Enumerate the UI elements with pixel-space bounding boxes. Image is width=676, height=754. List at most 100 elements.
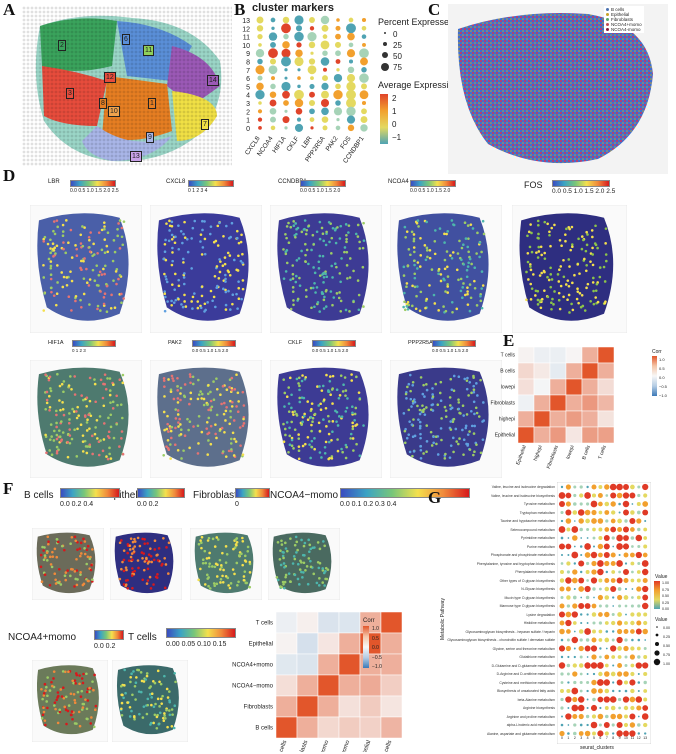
expression-spot: [283, 427, 287, 431]
expression-spot: [313, 412, 317, 416]
expression-spot: [164, 238, 167, 242]
expression-spot: [303, 412, 306, 416]
metabolic-dot: [616, 492, 623, 499]
expression-spot: [223, 256, 227, 259]
expression-spot: [465, 413, 469, 416]
expression-spot: [50, 453, 54, 456]
expression-spot: [291, 410, 295, 414]
expression-spot: [181, 241, 184, 245]
expression-spot: [129, 537, 133, 540]
expression-spot: [57, 567, 61, 571]
expression-spot: [413, 285, 417, 289]
expression-spot: [118, 577, 122, 581]
expression-spot: [431, 395, 435, 399]
expression-spot: [209, 399, 213, 403]
expression-spot: [77, 414, 80, 417]
percent-expressed-values: 0 25 50 75: [393, 29, 402, 73]
expression-spot: [197, 378, 200, 382]
expression-spot: [170, 299, 173, 303]
metabolic-dot: [617, 518, 622, 524]
expression-spot: [55, 445, 59, 449]
legend-dot: [606, 28, 609, 31]
expression-spot: [468, 283, 472, 286]
expression-spot: [203, 252, 207, 256]
metabolic-dot: [612, 596, 615, 599]
expression-spot: [530, 287, 534, 290]
expression-spot: [133, 540, 137, 543]
expression-spot: [163, 674, 166, 678]
expression-spot: [571, 245, 574, 248]
heatmap-cell: [565, 410, 583, 428]
expression-spot: [592, 276, 595, 280]
expression-spot: [202, 397, 206, 401]
expression-spot: [73, 570, 77, 573]
legend-item: NCOA4+momo: [606, 22, 642, 27]
expression-spot: [102, 221, 106, 224]
metabolic-dot: [622, 492, 630, 499]
expression-spot: [225, 406, 228, 409]
metabolic-dot: [598, 535, 603, 541]
expression-spot: [86, 418, 89, 422]
heatmap-col-label: Epithelial: [358, 740, 372, 752]
expression-spot: [79, 233, 83, 237]
panel-letter-a: A: [3, 0, 16, 19]
expression-spot: [83, 414, 87, 417]
expression-spot: [221, 384, 225, 388]
expression-spot: [335, 420, 338, 423]
heatmap-cell: [380, 716, 403, 739]
expression-spot: [358, 397, 362, 401]
expression-spot: [327, 220, 331, 224]
expression-spot: [289, 307, 293, 311]
metabolic-dot: [616, 543, 623, 550]
metabolic-dot: [623, 671, 629, 677]
expression-spot: [152, 583, 155, 586]
legend-dot: [606, 18, 609, 21]
expression-spot: [318, 237, 322, 241]
expression-spot: [164, 275, 167, 278]
heatmap-cell: [380, 632, 403, 655]
metabolic-dot: [623, 705, 629, 711]
heatmap-cell: [517, 362, 535, 380]
heatmap-cell: [565, 346, 583, 364]
expression-spot: [479, 292, 482, 296]
expression-spot: [470, 262, 473, 266]
expression-spot: [223, 430, 226, 434]
expression-spot: [425, 246, 429, 250]
expression-spot: [75, 722, 78, 725]
expression-spot: [68, 441, 72, 445]
expression-spot: [169, 390, 173, 394]
expression-spot: [172, 726, 176, 730]
expression-spot: [129, 680, 132, 684]
expression-spot: [46, 706, 49, 710]
expression-spot: [173, 241, 177, 245]
dotplot-dot: [334, 41, 342, 48]
expression-spot: [155, 576, 159, 579]
expression-spot: [564, 233, 567, 236]
expression-spot: [557, 298, 561, 302]
metabolic-dot: [573, 630, 576, 633]
expression-spots: [402, 373, 486, 460]
heatmap-col-label: lowepi: [565, 445, 575, 460]
expression-spot: [168, 713, 172, 717]
metabolic-dot: [591, 493, 597, 498]
gene-colorbar: [410, 180, 456, 187]
expression-spot: [204, 308, 207, 312]
expression-spot: [141, 716, 145, 719]
expression-spot: [64, 695, 68, 699]
metabolic-dot: [604, 654, 610, 660]
expression-spot: [279, 563, 283, 567]
metabolic-dot: [642, 628, 648, 635]
expression-spot: [585, 264, 588, 267]
expression-spot: [245, 581, 248, 585]
metabolic-dot: [629, 679, 636, 686]
expression-spot: [53, 232, 57, 236]
expression-spot: [170, 233, 174, 237]
expression-spot: [219, 393, 222, 397]
expression-spot: [292, 220, 295, 223]
expression-spot: [163, 428, 166, 432]
expression-spot: [543, 220, 547, 224]
expression-spot: [419, 448, 423, 452]
expression-spot: [419, 457, 423, 460]
expression-spot: [457, 442, 460, 446]
expression-spot: [67, 241, 70, 245]
